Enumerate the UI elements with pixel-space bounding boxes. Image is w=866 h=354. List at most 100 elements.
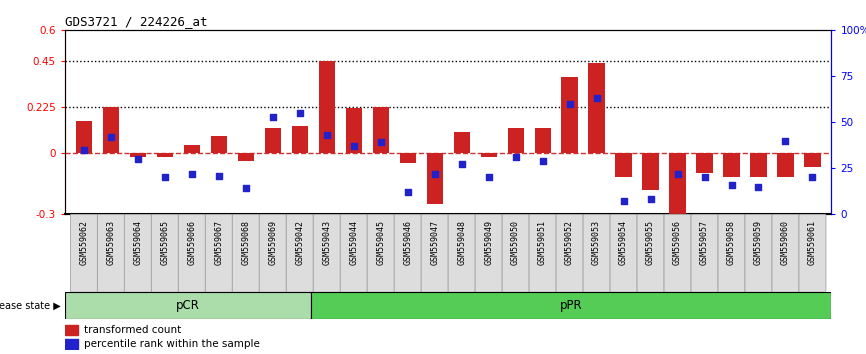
FancyBboxPatch shape [313,214,340,292]
Point [401,189,415,195]
Text: GSM559047: GSM559047 [430,221,439,266]
Bar [346,108,362,153]
Text: GSM559063: GSM559063 [107,221,115,266]
Text: GSM559046: GSM559046 [404,221,412,266]
Text: GSM559054: GSM559054 [619,221,628,266]
Text: GSM559052: GSM559052 [565,221,574,266]
FancyBboxPatch shape [97,214,125,292]
FancyBboxPatch shape [152,214,178,292]
Bar [778,153,793,177]
Point [481,175,495,180]
Point [374,139,388,145]
Bar [103,107,119,153]
Bar [751,153,766,177]
Text: pCR: pCR [176,299,200,312]
Text: GSM559056: GSM559056 [673,221,682,266]
Point [805,175,819,180]
Point [239,185,253,191]
Point [670,171,684,177]
Point [698,175,712,180]
FancyBboxPatch shape [556,214,583,292]
Text: percentile rank within the sample: percentile rank within the sample [85,339,261,349]
Text: GSM559066: GSM559066 [187,221,197,266]
Point [184,171,198,177]
Text: GDS3721 / 224226_at: GDS3721 / 224226_at [65,15,208,28]
FancyBboxPatch shape [287,214,313,292]
Text: GSM559065: GSM559065 [160,221,169,266]
Bar [292,126,307,153]
Text: GSM559061: GSM559061 [808,221,817,266]
Bar [399,153,416,163]
Text: GSM559058: GSM559058 [727,221,736,266]
FancyBboxPatch shape [718,214,745,292]
Text: GSM559069: GSM559069 [268,221,277,266]
Bar [75,121,92,153]
Bar [372,107,389,153]
Point [779,138,792,143]
Bar [805,153,821,167]
Point [563,101,577,107]
Bar [507,128,524,153]
FancyBboxPatch shape [772,214,799,292]
FancyBboxPatch shape [421,214,449,292]
Text: GSM559048: GSM559048 [457,221,466,266]
Bar [454,132,469,153]
Text: GSM559049: GSM559049 [484,221,493,266]
Point [104,134,118,140]
Text: GSM559068: GSM559068 [242,221,250,266]
Bar [65,325,78,335]
Text: GSM559051: GSM559051 [538,221,547,266]
FancyBboxPatch shape [394,214,421,292]
Point [346,143,360,149]
Point [131,156,145,162]
Point [536,158,550,164]
FancyBboxPatch shape [232,214,259,292]
Bar [589,63,604,153]
Point [508,154,522,160]
Bar [534,128,551,153]
Point [320,132,333,138]
FancyBboxPatch shape [637,214,664,292]
Bar [65,339,78,349]
Bar [561,77,578,153]
Bar [723,153,740,177]
Text: GSM559050: GSM559050 [511,221,520,266]
Text: GSM559044: GSM559044 [349,221,359,266]
FancyBboxPatch shape [799,214,826,292]
Bar [184,145,200,153]
FancyBboxPatch shape [502,214,529,292]
Bar [157,153,173,157]
Text: GSM559042: GSM559042 [295,221,304,266]
Bar [696,153,713,173]
FancyBboxPatch shape [691,214,718,292]
Text: GSM559060: GSM559060 [781,221,790,266]
Point [158,175,171,180]
Bar [669,153,686,214]
Point [266,114,280,119]
Bar [319,61,335,153]
FancyBboxPatch shape [664,214,691,292]
Point [212,173,226,178]
Text: GSM559064: GSM559064 [133,221,142,266]
Point [752,184,766,189]
Text: GSM559059: GSM559059 [754,221,763,266]
FancyBboxPatch shape [610,214,637,292]
FancyBboxPatch shape [259,214,287,292]
Point [455,162,469,167]
Bar [65,292,311,319]
FancyBboxPatch shape [475,214,502,292]
Bar [616,153,631,177]
Text: GSM559057: GSM559057 [700,221,709,266]
Bar [237,153,254,161]
Text: GSM559053: GSM559053 [592,221,601,266]
FancyBboxPatch shape [125,214,152,292]
Bar [265,128,281,153]
Bar [643,153,659,190]
Text: pPR: pPR [560,299,583,312]
Text: transformed count: transformed count [85,325,182,335]
Point [428,171,442,177]
FancyBboxPatch shape [367,214,394,292]
Point [77,147,91,153]
FancyBboxPatch shape [529,214,556,292]
FancyBboxPatch shape [449,214,475,292]
